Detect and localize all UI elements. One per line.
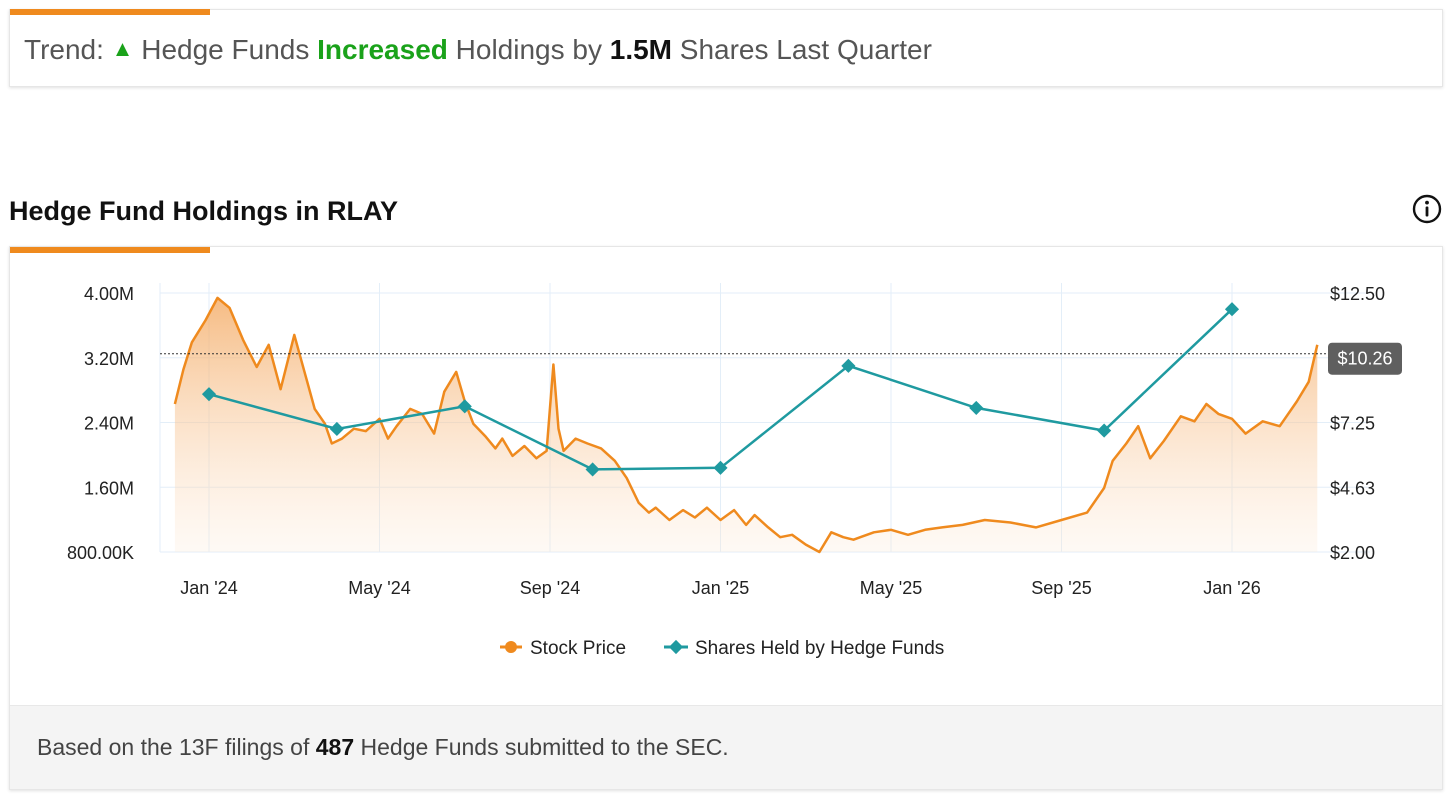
- x-axis-tick-label: Jan '24: [180, 578, 237, 598]
- left-axis-tick-label: 3.20M: [84, 349, 134, 369]
- left-axis-tick-label: 2.40M: [84, 414, 134, 434]
- up-arrow-icon: ▲: [111, 36, 134, 61]
- section-title: Hedge Fund Holdings in RLAY: [9, 196, 398, 226]
- stock-price-area: [174, 297, 1318, 552]
- legend-stock-price-label: Stock Price: [530, 638, 626, 659]
- trend-suffix: Shares Last Quarter: [679, 34, 932, 65]
- holdings-point: [969, 400, 984, 416]
- stock-price-line: [173, 296, 1319, 554]
- x-axis-tick-label: Jan '26: [1203, 578, 1260, 598]
- accent-bar: [10, 9, 210, 15]
- trend-summary: Trend: ▲ Hedge Funds Increased Holdings …: [24, 34, 932, 66]
- right-axis-tick-label: $2.00: [1330, 543, 1375, 563]
- footer-note: Based on the 13F filings of 487 Hedge Fu…: [37, 734, 729, 761]
- trend-card: Trend: ▲ Hedge Funds Increased Holdings …: [9, 9, 1443, 87]
- trend-direction: Increased: [317, 34, 448, 65]
- trend-subject: Hedge Funds: [141, 34, 310, 65]
- trend-prefix: Trend:: [24, 34, 104, 65]
- x-axis-tick-label: May '25: [860, 578, 922, 598]
- holdings-point: [841, 358, 856, 373]
- right-axis-tick-label: $7.25: [1330, 414, 1375, 434]
- footer-prefix: Based on the 13F filings of: [37, 734, 310, 760]
- trend-middle: Holdings by: [455, 34, 602, 65]
- holdings-point: [585, 462, 600, 477]
- x-axis-tick-label: Jan '25: [692, 578, 749, 598]
- holdings-point: [329, 421, 344, 437]
- holdings-point: [201, 387, 217, 402]
- chart-card: 800.00K 1.60M 2.40M 3.20M 4.00M $2.00 $4.63 $7.…: [9, 246, 1443, 790]
- x-axis-tick-label: Sep '24: [520, 578, 581, 598]
- x-axis-tick-label: Sep '25: [1031, 578, 1092, 598]
- x-axis-tick-label: May '24: [348, 578, 410, 598]
- holdings-chart: 800.00K 1.60M 2.40M 3.20M 4.00M $2.00 $4.63 $7.…: [67, 283, 1402, 659]
- trend-amount: 1.5M: [609, 34, 672, 65]
- current-price-label: $10.26: [1337, 349, 1392, 369]
- footer: Based on the 13F filings of 487 Hedge Fu…: [10, 705, 1442, 789]
- right-axis-tick-label: $4.63: [1330, 478, 1375, 498]
- holdings-point: [457, 399, 472, 414]
- hedge-fund-count: 487: [315, 734, 355, 760]
- right-axis-tick-label: $12.50: [1330, 284, 1385, 304]
- info-icon[interactable]: [1411, 193, 1443, 225]
- holdings-point: [713, 460, 728, 475]
- holdings-point: [1097, 423, 1112, 438]
- footer-suffix: Hedge Funds submitted to the SEC.: [360, 734, 729, 760]
- left-axis-tick-label: 4.00M: [84, 284, 134, 304]
- current-price-badge: [1328, 342, 1402, 375]
- left-axis-tick-label: 1.60M: [84, 478, 134, 498]
- left-axis-tick-label: 800.00K: [67, 543, 134, 563]
- legend-holdings-label: Shares Held by Hedge Funds: [695, 638, 944, 659]
- accent-bar: [10, 247, 210, 253]
- holdings-point: [1224, 302, 1240, 317]
- legend-stock-price-marker: [505, 641, 517, 653]
- legend-holdings-marker: [668, 639, 684, 655]
